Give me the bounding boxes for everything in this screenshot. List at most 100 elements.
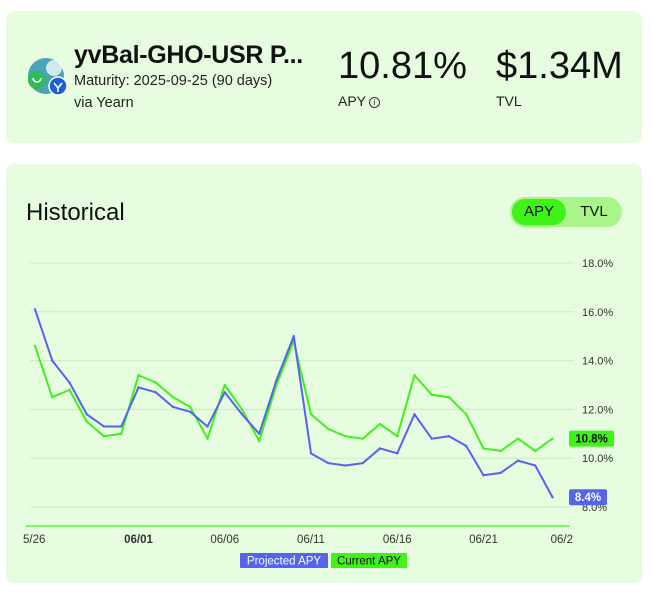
usr-token-icon bbox=[46, 60, 62, 76]
data-point bbox=[33, 344, 37, 348]
data-point bbox=[206, 425, 209, 428]
end-value-label: 10.8% bbox=[575, 434, 608, 446]
historical-card: Historical APY TVL 8.0% 10.0% 12.0% 14.0% 16… bbox=[6, 164, 642, 583]
data-point bbox=[413, 374, 416, 377]
data-point bbox=[309, 413, 313, 416]
data-point bbox=[551, 496, 554, 499]
legend-label: Projected APY bbox=[247, 556, 321, 568]
legend-swatch bbox=[240, 553, 328, 568]
toggle-tvl-button[interactable]: TVL bbox=[580, 203, 608, 220]
x-tick-label: 06/21 bbox=[469, 534, 498, 546]
data-point bbox=[378, 422, 382, 426]
x-tick-label: 06/16 bbox=[383, 534, 412, 546]
data-point bbox=[361, 461, 364, 465]
end-label-bg bbox=[569, 489, 607, 506]
data-point bbox=[102, 435, 106, 438]
data-point bbox=[344, 464, 347, 467]
data-point bbox=[534, 464, 537, 467]
data-point bbox=[120, 432, 123, 435]
data-point bbox=[551, 437, 554, 440]
legend-swatch bbox=[331, 553, 407, 568]
y-tick-label: 18.0% bbox=[582, 258, 613, 270]
end-label-bg bbox=[569, 430, 614, 447]
metric-toggle: APY TVL bbox=[510, 197, 622, 227]
series-line-current-apy bbox=[34, 340, 554, 452]
data-point bbox=[499, 471, 502, 475]
data-point bbox=[51, 359, 54, 362]
data-point bbox=[154, 381, 157, 384]
yearn-icon bbox=[48, 76, 68, 96]
x-tick-label: 06/2 bbox=[551, 534, 573, 546]
data-point bbox=[292, 335, 295, 338]
y-tick-label: 10.0% bbox=[582, 453, 613, 465]
data-point bbox=[102, 425, 106, 428]
data-point bbox=[189, 405, 192, 409]
data-point bbox=[309, 452, 313, 455]
data-point bbox=[171, 405, 175, 409]
historical-title: Historical bbox=[26, 199, 125, 226]
pool-summary-card: yvBal-GHO-USR P... Maturity: 2025-09-25 … bbox=[6, 11, 642, 143]
via-text: via Yearn bbox=[74, 95, 134, 111]
data-point bbox=[465, 444, 468, 448]
data-point bbox=[361, 437, 364, 440]
data-point bbox=[275, 378, 278, 382]
data-point bbox=[344, 435, 347, 438]
data-point bbox=[120, 425, 123, 428]
apy-history-chart: 8.0%10.0%12.0%14.0%16.0%18.0%5/26 06/01 06… bbox=[23, 258, 614, 568]
maturity-text: Maturity: 2025-09-25 (90 days) bbox=[74, 73, 273, 89]
info-icon[interactable]: i bbox=[369, 97, 381, 108]
toggle-apy-button[interactable]: APY bbox=[512, 199, 566, 225]
data-point bbox=[327, 461, 330, 465]
data-point bbox=[413, 413, 416, 416]
data-point bbox=[465, 413, 468, 416]
apy-value: 10.81% bbox=[338, 45, 467, 87]
data-point bbox=[396, 435, 399, 438]
y-tick-label: 12.0% bbox=[582, 404, 613, 416]
data-point bbox=[447, 435, 451, 438]
data-point bbox=[534, 449, 537, 453]
tvl-value: $1.34M bbox=[496, 45, 623, 87]
series-line-projected-apy bbox=[34, 309, 554, 498]
pool-name: yvBal-GHO-USR P... bbox=[74, 41, 303, 69]
y-tick-label: 14.0% bbox=[582, 356, 613, 368]
data-point bbox=[137, 374, 140, 377]
x-tick-label: 06/11 bbox=[297, 534, 325, 546]
end-value-label: 8.4% bbox=[575, 492, 601, 504]
data-point bbox=[327, 427, 330, 431]
data-point bbox=[85, 413, 88, 416]
apy-label-text: APY bbox=[338, 93, 367, 109]
data-point bbox=[189, 410, 192, 414]
data-point bbox=[240, 408, 244, 411]
data-point bbox=[68, 388, 71, 392]
tvl-label: TVL bbox=[496, 93, 522, 109]
x-tick-label: 06/06 bbox=[210, 534, 239, 546]
data-point bbox=[430, 437, 433, 440]
data-point bbox=[430, 393, 433, 396]
data-point bbox=[516, 437, 520, 440]
data-point bbox=[223, 391, 226, 394]
data-point bbox=[378, 447, 382, 450]
data-point bbox=[171, 396, 175, 399]
data-point bbox=[240, 413, 244, 416]
data-point bbox=[51, 396, 54, 399]
data-point bbox=[516, 459, 520, 462]
x-tick-label: 06/01 bbox=[124, 534, 153, 546]
apy-label: APY i bbox=[338, 93, 381, 109]
gho-token-icon bbox=[28, 71, 46, 89]
data-point bbox=[137, 386, 140, 389]
data-point bbox=[482, 447, 485, 450]
data-point bbox=[68, 381, 71, 384]
data-point bbox=[447, 396, 451, 399]
data-point bbox=[206, 437, 209, 440]
x-tick-label: 5/26 bbox=[23, 534, 45, 546]
data-point bbox=[396, 452, 399, 455]
data-point bbox=[33, 308, 37, 311]
y-tick-label: 16.0% bbox=[582, 307, 613, 319]
data-point bbox=[258, 439, 261, 443]
data-point bbox=[85, 420, 88, 423]
data-point bbox=[154, 391, 157, 394]
legend-label: Current APY bbox=[337, 556, 401, 568]
data-point bbox=[223, 383, 226, 387]
pool-logo bbox=[28, 58, 68, 96]
data-point bbox=[499, 449, 502, 453]
